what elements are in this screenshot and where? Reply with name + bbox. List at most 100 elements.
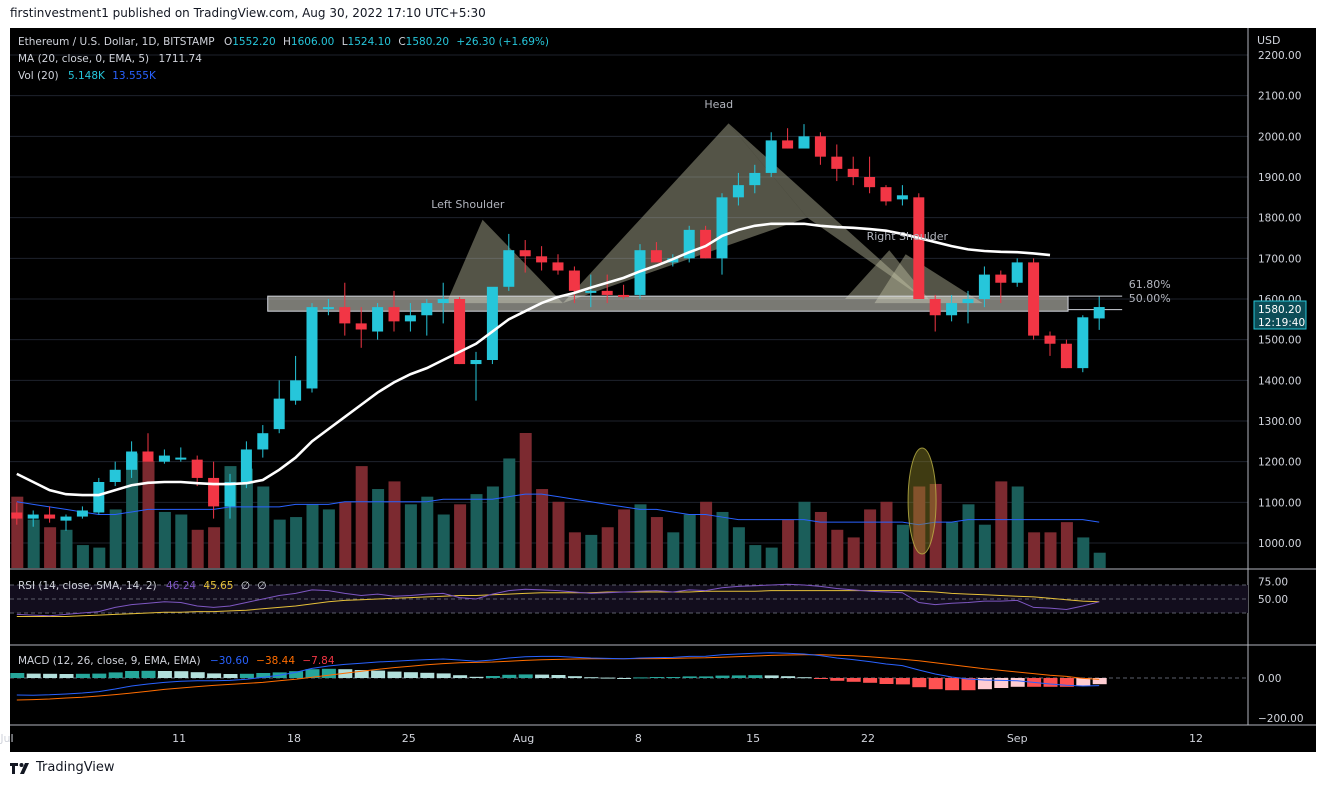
macd-histogram-bar [731,675,746,678]
macd-histogram-bar [994,678,1009,688]
candle-body [798,136,810,149]
candle-body [552,262,564,271]
rsi-tick-label: 50.00 [1258,594,1288,606]
volume-bar [618,509,631,568]
macd-histogram-bar [502,674,517,678]
volume-bar [142,461,155,568]
volume-bar [11,496,24,568]
left-shoulder-label: Left Shoulder [431,198,505,211]
fib-50-label: 50.00% [1129,292,1171,305]
volume-bar [798,501,811,568]
macd-tick-label: −200.00 [1258,713,1304,725]
volume-bars [11,433,1106,568]
svg-text:RSI (14, close, SMA, 14, 2): RSI (14, close, SMA, 14, 2) 46.24 45.65 … [18,580,266,592]
macd-histogram-bar [797,677,812,679]
macd-histogram-bar [10,673,25,678]
volume-bar [536,489,549,568]
candle-body [1077,317,1089,369]
candle-body [470,360,482,365]
macd-histogram-bar [699,676,714,678]
candle-body [978,274,990,299]
volume-bar [388,481,401,568]
rsi-value: 46.24 [166,580,196,592]
volume-highlight-ellipse [907,447,937,555]
brand-name: TradingView [36,760,115,775]
candle-body [749,172,761,186]
rsi-ma-value: 45.65 [203,580,233,592]
rsi-value-3: ∅ [241,580,250,592]
candle-body [486,286,498,360]
time-tick-label: 11 [172,732,186,745]
volume-bar [847,537,860,568]
volume-bar [896,524,909,568]
volume-bar [486,486,499,568]
symbol-title: Ethereum / U.S. Dollar, 1D, BITSTAMP [18,36,215,48]
svg-text:Ethereum / U.S. Dollar, 1D, BI: Ethereum / U.S. Dollar, 1D, BITSTAMP O15… [18,36,549,48]
volume-bar [44,527,57,568]
time-tick-label: Jul [0,732,14,745]
high-label: H [283,36,291,48]
high-value: 1606.00 [291,36,334,48]
volume-bar [601,527,614,568]
candle-body [618,294,630,297]
candle-body [224,482,236,507]
macd-histogram-bar [436,673,451,678]
macd-histogram-bar [584,677,599,679]
tradingview-logo[interactable]: TradingView [10,760,115,775]
chart-area[interactable]: 2200.00 2100.00 2000.00 1900.00 1800.00 1700.… [0,28,1326,754]
macd-histogram-bar [764,675,779,678]
macd-histogram-bar [928,678,943,690]
macd-signal-line [16,654,1100,701]
macd-histogram-bar [1010,678,1025,687]
macd-histogram-bar [1092,678,1107,685]
volume-bar [191,529,204,568]
vol-value-2: 13.555K [112,70,157,82]
candle-body [257,433,269,450]
macd-histogram-bar [518,674,533,678]
candle-body [93,482,105,513]
chart-background [10,28,1316,752]
volume-bar [437,514,450,568]
open-value: 1552.20 [232,36,275,48]
candle-body [126,451,138,470]
macd-histogram-bar [830,678,845,681]
volume-bar [355,466,368,568]
svg-text:MA (20, close, 0, EMA, 5): MA (20, close, 0, EMA, 5) 1711.74 [18,53,202,65]
candle-body [700,229,712,259]
macd-histogram-bar [289,671,304,678]
candle-body [519,250,531,257]
macd-histogram-bar [1076,678,1091,686]
close-label: C [398,36,405,48]
right-shoulder-label: Right Shoulder [867,230,949,243]
macd-histogram-bar [108,672,123,678]
rsi-label: RSI (14, close, SMA, 14, 2) [18,580,157,592]
volume-bar [978,524,991,568]
volume-bar [208,527,221,568]
candle-body [683,229,695,259]
volume-bar [1060,522,1073,568]
time-tick-label: 18 [287,732,301,745]
rsi-value-4: ∅ [257,580,266,592]
price-tick-label: 1100.00 [1258,497,1301,509]
macd-histogram-bar [125,671,140,678]
macd-tick-label: 0.00 [1258,673,1281,685]
volume-bar [339,501,352,568]
macd-histogram-bar [863,678,878,683]
candle-body [158,455,170,462]
macd-histogram-bar [403,672,418,678]
volume-bar [60,529,73,568]
candle-body [1060,343,1072,369]
volume-bar [913,486,926,568]
candle-body [322,307,334,310]
head-triangle-tail [845,250,929,299]
volume-bar [1093,552,1106,568]
neckline-zone [267,295,1069,312]
candle-body [896,195,908,200]
head-triangle-left [562,123,808,304]
macd-histogram-bar [633,677,648,679]
price-tick-label: 1000.00 [1258,538,1301,550]
volume-bar [372,489,385,568]
macd-histogram-bar [666,677,681,678]
candle-body [372,307,384,332]
candle-body [273,398,285,430]
